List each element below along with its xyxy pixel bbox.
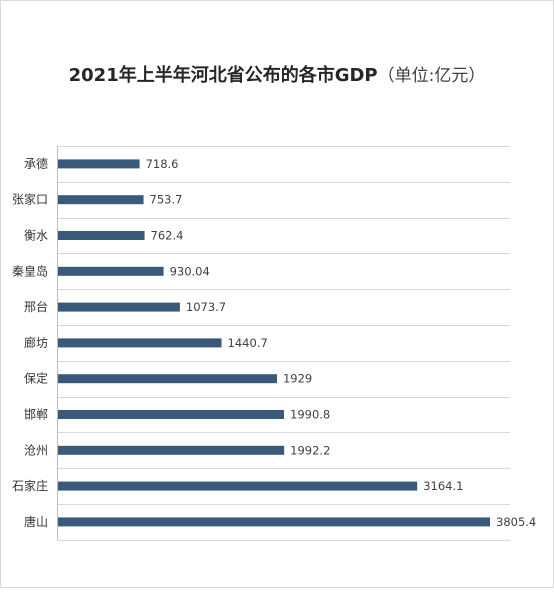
category-label: 张家口 [12,192,48,207]
bar [58,231,145,240]
bar [58,302,180,312]
value-label: 3805.4 [496,515,536,529]
value-label: 930.04 [170,264,210,278]
value-label: 1992.2 [290,443,330,457]
bar [58,517,490,527]
value-label: 1073.7 [186,300,226,314]
chart-unit: （单位:亿元） [377,66,486,86]
category-label: 廊坊 [24,335,48,350]
category-label: 唐山 [24,514,48,529]
category-label: 秦皇岛 [12,263,48,278]
bar [58,338,222,348]
bar [58,266,164,276]
chart-title: 2021年上半年河北省公布的各市GDP [68,65,378,86]
category-label: 沧州 [24,442,48,457]
bar [58,195,144,205]
bar [58,374,277,384]
category-label: 邢台 [24,299,48,314]
category-label: 保定 [24,371,48,386]
bar [58,481,418,491]
category-label: 石家庄 [12,478,48,493]
value-label: 718.6 [146,157,179,171]
bar [58,410,285,419]
value-label: 1440.7 [228,336,268,350]
bar [58,159,140,169]
chart-title-block: 2021年上半年河北省公布的各市GDP（单位:亿元） [0,61,554,87]
value-label: 753.7 [150,193,183,207]
value-label: 762.4 [151,229,184,243]
category-label: 承德 [24,156,48,171]
value-label: 1929 [283,372,312,386]
bar [58,445,285,455]
category-label: 邯郸 [24,407,48,422]
category-label: 衡水 [24,229,48,243]
value-label: 3164.1 [423,479,463,493]
value-label: 1990.8 [290,408,330,422]
